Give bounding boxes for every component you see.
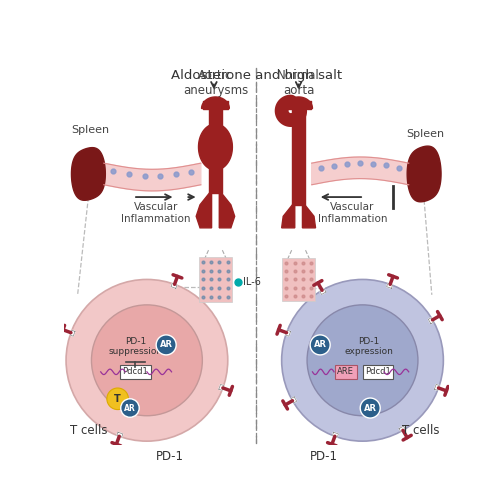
Polygon shape — [399, 426, 405, 432]
FancyBboxPatch shape — [200, 257, 232, 302]
Text: Pdcd1: Pdcd1 — [122, 368, 148, 376]
Polygon shape — [286, 330, 290, 336]
Circle shape — [310, 335, 330, 355]
Text: PD-1
expression: PD-1 expression — [344, 336, 393, 356]
Polygon shape — [171, 284, 177, 288]
FancyBboxPatch shape — [282, 258, 315, 300]
Polygon shape — [282, 205, 295, 228]
Polygon shape — [291, 397, 296, 403]
Text: T cells: T cells — [70, 424, 108, 438]
Text: PD-1
suppression: PD-1 suppression — [108, 336, 162, 356]
Text: Aortic
aneurysms: Aortic aneurysms — [183, 69, 248, 97]
Circle shape — [307, 305, 418, 416]
Text: IL-6: IL-6 — [243, 277, 261, 287]
Circle shape — [107, 388, 128, 409]
Polygon shape — [284, 97, 312, 108]
Text: Spleen: Spleen — [72, 126, 110, 136]
Polygon shape — [202, 97, 230, 108]
Text: Normal
aorta: Normal aorta — [277, 69, 320, 97]
Text: Vascular
Inflammation: Vascular Inflammation — [122, 202, 191, 224]
Polygon shape — [332, 432, 338, 437]
Circle shape — [120, 399, 139, 417]
Text: Spleen: Spleen — [406, 130, 445, 140]
Text: Aldosterone and high salt: Aldosterone and high salt — [170, 69, 342, 82]
Circle shape — [156, 335, 176, 355]
Text: AR: AR — [124, 404, 136, 412]
Circle shape — [360, 398, 380, 418]
Text: ARE: ARE — [337, 368, 354, 376]
Polygon shape — [312, 157, 408, 184]
Text: T: T — [114, 394, 121, 404]
Polygon shape — [198, 124, 232, 170]
Circle shape — [92, 305, 202, 416]
Polygon shape — [104, 163, 201, 191]
Text: Vascular
Inflammation: Vascular Inflammation — [318, 202, 387, 224]
Polygon shape — [434, 384, 440, 390]
Text: AR: AR — [364, 404, 376, 412]
Polygon shape — [117, 432, 123, 437]
Polygon shape — [428, 318, 434, 324]
Text: Pdcd1: Pdcd1 — [365, 368, 391, 376]
Circle shape — [66, 280, 228, 441]
Text: T cells: T cells — [402, 424, 440, 438]
Text: AR: AR — [314, 340, 326, 349]
Polygon shape — [72, 148, 106, 201]
Polygon shape — [407, 146, 441, 202]
Polygon shape — [320, 289, 326, 294]
Text: AR: AR — [160, 340, 172, 349]
Text: PD-1: PD-1 — [156, 450, 184, 464]
Polygon shape — [302, 205, 316, 228]
Polygon shape — [70, 330, 75, 336]
Polygon shape — [220, 193, 234, 228]
Polygon shape — [386, 284, 392, 288]
Polygon shape — [219, 384, 224, 390]
Polygon shape — [196, 193, 212, 228]
Text: PD-1: PD-1 — [310, 450, 338, 464]
Circle shape — [282, 280, 444, 441]
